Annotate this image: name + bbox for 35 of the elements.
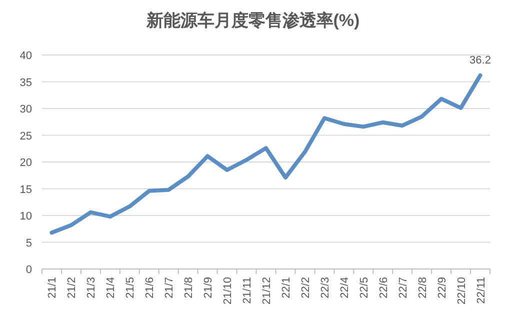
y-tick-label: 20 xyxy=(20,157,32,169)
x-tick-label: 22/9 xyxy=(436,277,448,298)
y-tick-label: 25 xyxy=(20,130,32,142)
x-tick-label: 21/10 xyxy=(222,277,234,305)
y-tick-label: 10 xyxy=(20,210,32,222)
data-label: 36.2 xyxy=(470,54,491,66)
x-tick-label: 22/1 xyxy=(280,277,292,298)
y-tick-label: 30 xyxy=(20,104,32,116)
title: 新能源车月度零售渗透率(%) xyxy=(146,11,360,30)
y-tick-label: 15 xyxy=(20,184,32,196)
x-tick-label: 22/6 xyxy=(378,277,390,298)
y-tick-label: 40 xyxy=(20,50,32,62)
x-tick-label: 21/6 xyxy=(144,277,156,298)
y-tick-label: 0 xyxy=(26,264,32,276)
y-tick-label: 35 xyxy=(20,76,32,89)
x-tick-label: 22/7 xyxy=(397,277,410,298)
x-tick-label: 21/12 xyxy=(261,277,273,305)
y-tick-label: 5 xyxy=(26,237,32,250)
x-tick-label: 21/7 xyxy=(164,277,176,298)
x-tick-label: 22/3 xyxy=(319,277,332,298)
x-tick-label: 21/11 xyxy=(242,277,254,304)
x-tick-label: 21/8 xyxy=(183,277,196,298)
x-tick-label: 21/4 xyxy=(105,277,118,298)
x-tick-label: 22/11 xyxy=(475,277,488,304)
x-tick-label: 22/8 xyxy=(416,277,429,298)
x-tick-label: 21/3 xyxy=(86,277,98,298)
x-tick-label: 21/5 xyxy=(124,277,137,298)
x-tick-label: 21/2 xyxy=(66,277,78,298)
x-tick-label: 22/5 xyxy=(358,277,370,298)
x-tick-label: 22/2 xyxy=(300,277,312,298)
x-tick-label: 21/1 xyxy=(46,277,59,298)
line-series xyxy=(50,73,482,235)
x-tick-label: 22/4 xyxy=(338,277,351,298)
x-tick-label: 22/10 xyxy=(456,277,468,305)
x-tick-label: 21/9 xyxy=(202,277,215,298)
